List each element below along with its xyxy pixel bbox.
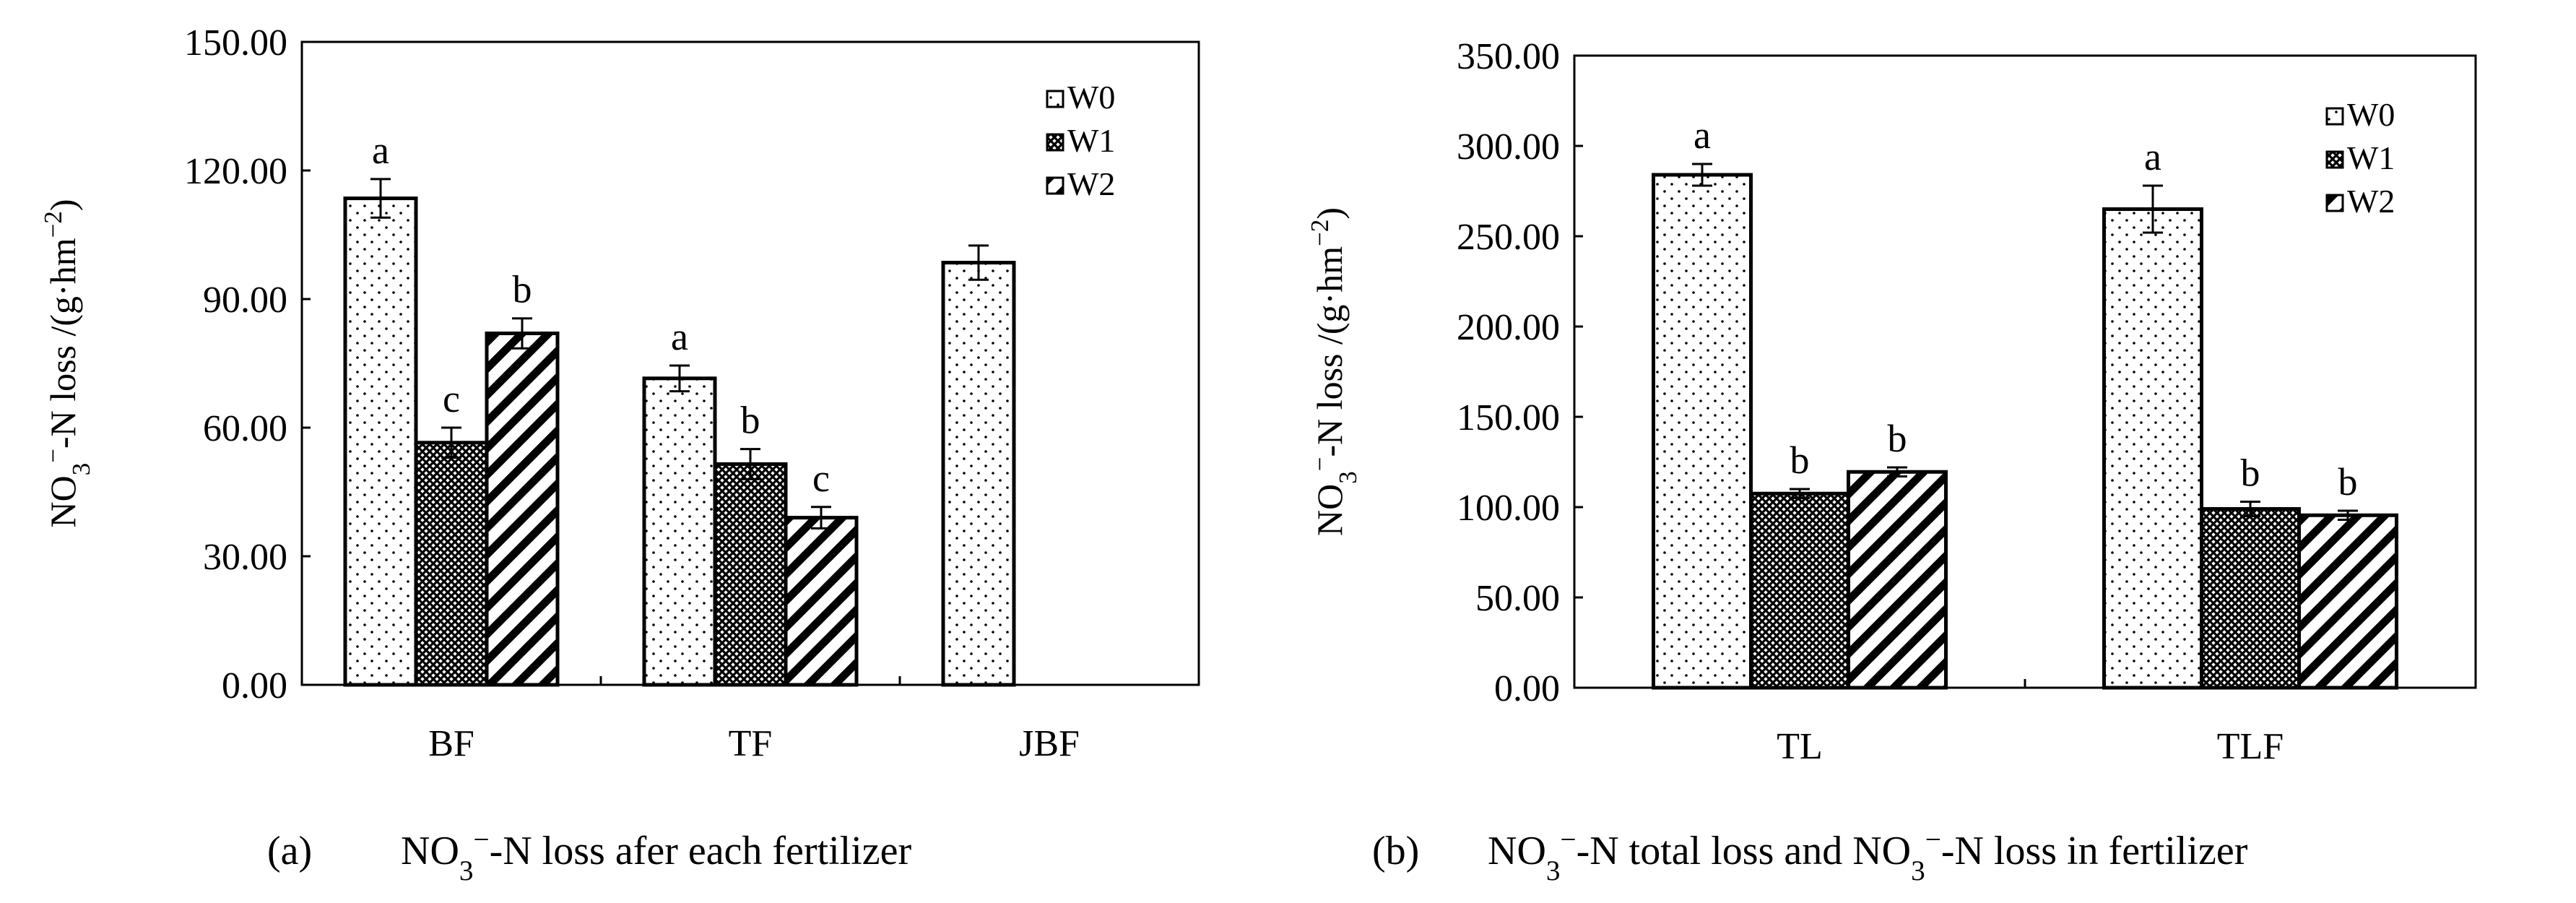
error-bar [811, 506, 831, 530]
significance-label: b [2241, 452, 2260, 495]
bar-w2 [485, 331, 560, 687]
significance-label: a [2144, 135, 2161, 178]
caption: (a) NO3−-N loss afer each fertilizer [267, 824, 912, 886]
y-tick-label: 30.00 [203, 537, 287, 578]
y-tick-label: 250.00 [1457, 217, 1560, 258]
caption-panel-label: (a) [267, 829, 312, 873]
error-bar [669, 364, 690, 393]
bar-w0 [2102, 207, 2203, 690]
legend-label-w2: W2 [1067, 165, 1115, 202]
legend: W0 W1 W2 [2325, 96, 2395, 220]
significance-label: c [812, 457, 830, 500]
y-tick-label: 0.00 [222, 665, 287, 707]
error-bar [2143, 184, 2163, 234]
y-tick-label: 150.00 [184, 22, 287, 64]
y-tick-label: 350.00 [1457, 36, 1560, 77]
y-tick-label: 150.00 [1457, 397, 1560, 438]
significance-label: a [1694, 113, 1711, 157]
legend-label-w0: W0 [1067, 79, 1115, 116]
significance-label: a [372, 129, 389, 172]
y-tick-label: 100.00 [1457, 488, 1560, 529]
significance-label: b [2338, 460, 2358, 504]
error-bar [512, 317, 532, 350]
legend-label-w1: W1 [1067, 122, 1115, 159]
legend-swatch-w1 [1046, 133, 1064, 152]
error-bar [1692, 163, 1712, 187]
y-tick-label: 90.00 [203, 280, 287, 321]
error-bar [441, 426, 461, 459]
bar-w2 [2297, 513, 2398, 690]
error-bar [1887, 466, 1907, 478]
caption-text: NO3−-N loss afer each fertilizer [401, 824, 912, 886]
bar-w0 [343, 196, 418, 687]
y-tick-label: 50.00 [1475, 578, 1560, 619]
bar-w0 [941, 261, 1016, 687]
error-bar [2338, 509, 2358, 521]
bar-w1 [2200, 507, 2301, 690]
caption: (b) NO3−-N total loss and NO3−-N loss in … [1372, 824, 2248, 886]
bar-w0 [1652, 173, 1753, 690]
bar-w0 [642, 376, 717, 687]
error-bar [2240, 501, 2260, 517]
error-bar [740, 448, 760, 480]
chart-panel-a: 0.00 30.00 60.00 90.00 120.00 150.00 NO3−-N lo… [39, 22, 1200, 886]
bar-w2 [1847, 470, 1948, 690]
bar-w1 [414, 441, 489, 687]
x-tick-label: JBF [1019, 723, 1080, 764]
bar-w1 [1749, 491, 1850, 690]
y-tick-label: 60.00 [203, 408, 287, 449]
legend-label-w1: W1 [2347, 139, 2395, 176]
error-bar [1790, 488, 1810, 499]
x-tick-label: TLF [2217, 726, 2284, 767]
x-tick-label: TF [729, 723, 773, 764]
legend-label-w0: W0 [2347, 96, 2395, 133]
caption-text: NO3−-N total loss and NO3−-N loss in fer… [1488, 824, 2248, 886]
y-axis-label: NO3−-N loss /(g·hm−2) [39, 199, 95, 527]
significance-label: a [671, 315, 688, 358]
y-tick-label: 0.00 [1494, 668, 1560, 709]
significance-label: b [1790, 438, 1810, 482]
caption-panel-label: (b) [1372, 829, 1419, 873]
y-tick-label: 200.00 [1457, 307, 1560, 348]
y-tick-label: 300.00 [1457, 126, 1560, 168]
chart-panel-b: 0.00 50.00 100.00 150.00 200.00 250.00 300.00 3… [1306, 36, 2477, 886]
legend-swatch-w0 [2325, 107, 2344, 126]
legend-swatch-w2 [2325, 194, 2344, 212]
error-bar [370, 178, 391, 219]
y-axis-label: NO3−-N loss /(g·hm−2) [1306, 207, 1362, 536]
significance-label: c [443, 377, 460, 420]
x-tick-label: TL [1777, 726, 1823, 767]
legend: W0 W1 W2 [1046, 79, 1115, 202]
legend-swatch-w0 [1046, 90, 1064, 108]
significance-label: b [741, 399, 760, 442]
legend-swatch-w2 [1046, 176, 1064, 195]
bar-w1 [713, 462, 788, 687]
legend-label-w2: W2 [2347, 183, 2395, 220]
bar-w2 [784, 516, 859, 687]
legend-swatch-w1 [2325, 150, 2344, 169]
error-bar [968, 244, 989, 281]
y-tick-label: 120.00 [184, 151, 287, 192]
significance-label: b [513, 268, 532, 311]
x-tick-label: BF [428, 723, 474, 764]
significance-label: b [1888, 417, 1907, 460]
